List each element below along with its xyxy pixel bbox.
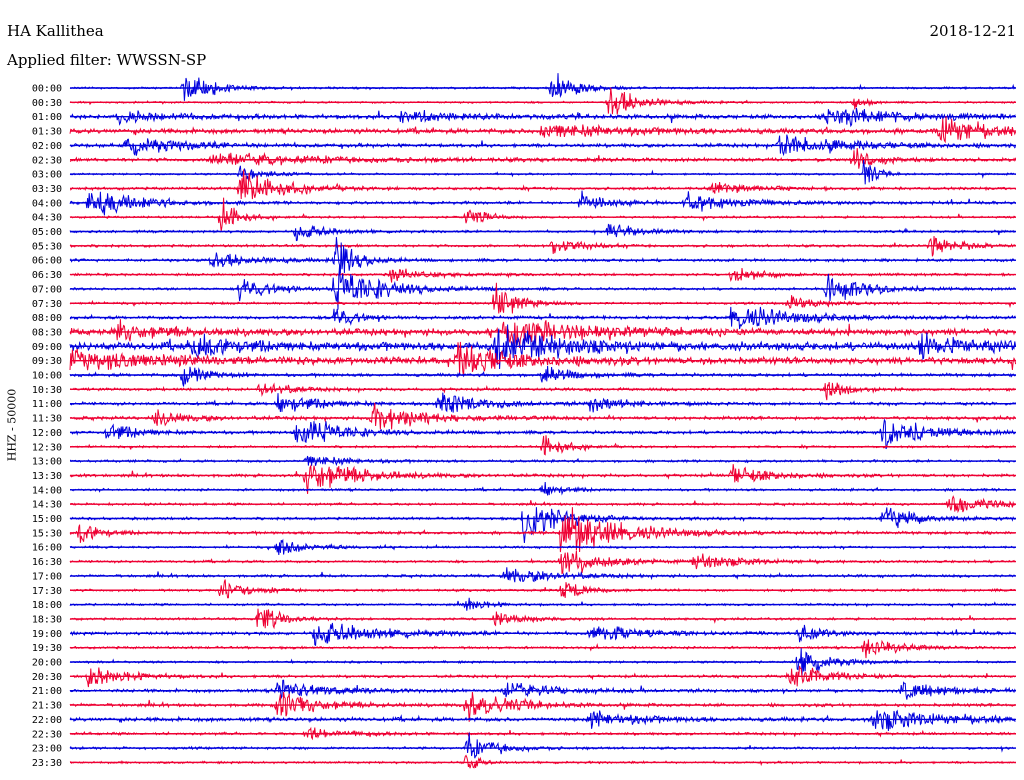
hour-tick-label: 03:30: [32, 184, 62, 195]
trace-1100: [69, 392, 1016, 413]
hour-tick-label: 04:30: [32, 213, 62, 224]
hour-tick-label: 11:00: [32, 399, 62, 410]
trace-1900: [69, 622, 1016, 647]
trace-1930: [69, 639, 1017, 659]
trace-1230: [70, 435, 1016, 456]
hour-tick-label: 23:00: [32, 744, 62, 755]
hour-tick-label: 08:30: [32, 327, 62, 338]
hour-tick-label: 02:00: [32, 141, 62, 152]
hour-tick-label: 00:30: [32, 98, 62, 109]
trace-0600: [69, 237, 1016, 274]
hour-tick-label: 19:30: [32, 643, 62, 654]
trace-1500: [69, 507, 1016, 544]
hour-tick-label: 01:00: [32, 112, 62, 123]
hour-tick-label: 17:00: [32, 571, 62, 582]
hour-tick-label: 03:00: [32, 170, 62, 181]
hour-tick-label: 00:00: [32, 84, 62, 95]
station-title: HA Kallithea: [7, 22, 104, 40]
hour-tick-label: 15:00: [32, 514, 62, 525]
hour-tick-label: 23:30: [32, 758, 62, 769]
hour-tick-label: 19:00: [32, 629, 62, 640]
hour-tick-label: 05:30: [32, 241, 62, 252]
hour-tick-label: 18:30: [32, 614, 62, 625]
hour-tick-label: 20:30: [32, 672, 62, 683]
trace-2200: [69, 709, 1016, 732]
trace-0230: [69, 147, 1017, 169]
hour-tick-label: 02:30: [32, 155, 62, 166]
trace-1730: [70, 579, 1017, 599]
hour-tick-label: 10:30: [32, 385, 62, 396]
hour-tick-label: 06:00: [32, 256, 62, 267]
hour-tick-label: 14:00: [32, 485, 62, 496]
hour-tick-label: 09:30: [32, 356, 62, 367]
hour-tick-label: 21:00: [32, 686, 62, 697]
hour-tick-label: 21:30: [32, 701, 62, 712]
hour-tick-label: 13:00: [32, 457, 62, 468]
trace-0030: [69, 87, 1017, 115]
trace-2300: [69, 732, 1016, 759]
hour-tick-label: 22:30: [32, 729, 62, 740]
hour-tick-label: 06:30: [32, 270, 62, 281]
trace-0900: [69, 324, 1017, 370]
trace-0500: [69, 223, 1016, 242]
trace-0730: [69, 282, 1016, 314]
hour-tick-label: 05:00: [32, 227, 62, 238]
trace-1400: [70, 481, 1016, 496]
hour-tick-label: 09:00: [32, 342, 62, 353]
hour-tick-label: 07:30: [32, 299, 62, 310]
hour-tick-label: 18:00: [32, 600, 62, 611]
hour-tick-label: 04:00: [32, 198, 62, 209]
hour-tick-label: 20:00: [32, 658, 62, 669]
hour-tick-label: 01:30: [32, 127, 62, 138]
record-date: 2018-12-21: [929, 22, 1016, 40]
hour-tick-label: 16:30: [32, 557, 62, 568]
trace-0000: [69, 73, 1016, 101]
filter-label: Applied filter: WWSSN-SP: [7, 51, 207, 69]
hour-tick-label: 14:30: [32, 500, 62, 511]
hour-tick-label: 17:30: [32, 586, 62, 597]
trace-1700: [69, 567, 1016, 583]
trace-1030: [69, 381, 1016, 401]
trace-1130: [69, 402, 1017, 430]
hour-tick-label: 15:30: [32, 528, 62, 539]
hour-tick-label: 12:30: [32, 442, 62, 453]
trace-0630: [69, 267, 1016, 283]
hour-tick-label: 10:00: [32, 371, 62, 382]
hour-tick-label: 12:00: [32, 428, 62, 439]
trace-2100: [69, 679, 1017, 700]
hour-tick-label: 08:00: [32, 313, 62, 324]
hour-tick-label: 13:30: [32, 471, 62, 482]
trace-0130: [69, 116, 1017, 144]
hour-tick-label: 16:00: [32, 543, 62, 554]
trace-1000: [69, 365, 1016, 387]
hour-tick-label: 11:30: [32, 414, 62, 425]
trace-2030: [69, 665, 1016, 688]
hour-tick-label: 07:00: [32, 284, 62, 295]
hour-tick-label: 22:00: [32, 715, 62, 726]
trace-0300: [69, 160, 1016, 185]
